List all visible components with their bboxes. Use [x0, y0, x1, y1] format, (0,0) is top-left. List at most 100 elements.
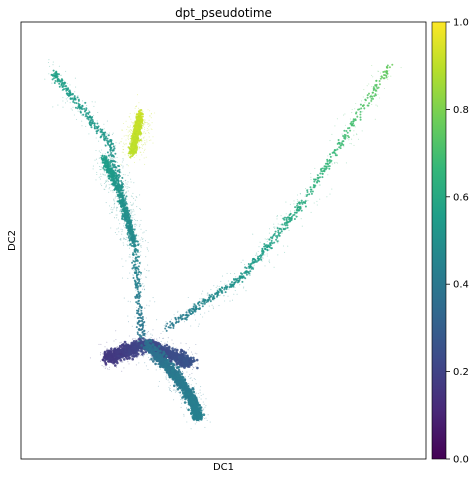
scatter-point [276, 240, 279, 243]
scatter-point [257, 259, 260, 262]
scatter-point [120, 194, 123, 197]
scatter-point [383, 77, 386, 80]
scatter-point [256, 255, 258, 257]
scatter-point [179, 391, 182, 394]
scatter-point [336, 142, 339, 145]
scatter-point [254, 259, 257, 262]
scatter-point [383, 87, 385, 90]
scatter-point [120, 141, 122, 143]
scatter-point [106, 368, 109, 370]
scatter-point [125, 225, 128, 228]
scatter-point [127, 125, 129, 128]
scatter-point [119, 223, 121, 225]
scatter-point [108, 368, 110, 371]
scatter-point [147, 264, 149, 266]
scatter-point [167, 326, 170, 329]
scatter-point [119, 342, 121, 344]
scatter-point [113, 198, 115, 200]
scatter-point [83, 110, 86, 113]
scatter-point [111, 152, 113, 154]
scatter-point [132, 239, 135, 242]
scatter-point [118, 231, 120, 233]
scatter-point [73, 95, 76, 98]
scatter-point [126, 187, 128, 190]
scatter-point [112, 158, 114, 160]
scatter-point [85, 115, 87, 118]
scatter-point [106, 176, 108, 179]
scatter-point [180, 342, 182, 344]
scatter-point [142, 283, 144, 285]
scatter-point [189, 374, 191, 376]
scatter-point [268, 260, 270, 263]
scatter-point [107, 177, 110, 180]
scatter-point [306, 189, 309, 192]
scatter-point [99, 178, 101, 180]
scatter-point [236, 281, 239, 284]
scatter-point [146, 269, 148, 272]
scatter-point [258, 246, 260, 248]
scatter-point [112, 156, 114, 158]
scatter-point [309, 186, 312, 189]
scatter-point [274, 226, 276, 228]
scatter-point [99, 360, 102, 362]
scatter-point [123, 221, 126, 223]
scatter-point [209, 300, 212, 303]
scatter-point [109, 164, 112, 167]
scatter-point [106, 180, 108, 182]
scatter-point [129, 209, 131, 211]
scatter-point [74, 97, 77, 100]
scatter-point [141, 331, 144, 334]
scatter-point [145, 156, 147, 158]
scatter-point [181, 317, 184, 320]
scatter-point [80, 114, 82, 116]
scatter-point [205, 301, 208, 304]
scatter-point [211, 304, 213, 306]
scatter-point [75, 86, 77, 88]
scatter-point [110, 227, 112, 229]
scatter-point [308, 188, 310, 191]
scatter-point [376, 105, 378, 107]
scatter-point [142, 110, 144, 113]
scatter-point [144, 119, 146, 121]
scatter-point [194, 378, 196, 381]
scatter-point [366, 104, 369, 107]
scatter-point [189, 308, 192, 311]
scatter-point [277, 242, 279, 244]
scatter-point [121, 176, 124, 179]
scatter-point [194, 304, 197, 307]
scatter-point [282, 245, 285, 247]
scatter-point [129, 301, 131, 303]
scatter-point [130, 195, 132, 197]
scatter-point [119, 208, 122, 210]
scatter-point [355, 102, 357, 105]
scatter-point [127, 244, 129, 246]
scatter-point [316, 179, 319, 182]
scatter-point [193, 310, 196, 313]
scatter-point [123, 238, 125, 240]
scatter-point [129, 222, 132, 225]
scatter-point [140, 312, 143, 315]
scatter-point [136, 94, 139, 96]
scatter-point [51, 82, 53, 84]
scatter-point [136, 296, 139, 299]
scatter-point [349, 118, 352, 120]
scatter-point [378, 80, 381, 82]
scatter-point [108, 140, 111, 143]
scatter-point [166, 374, 168, 376]
scatter-point [206, 419, 208, 422]
scatter-point [95, 179, 97, 181]
scatter-point [144, 121, 146, 124]
scatter-point [140, 245, 142, 247]
scatter-point [138, 148, 140, 150]
scatter-point [101, 185, 103, 187]
scatter-point [143, 151, 145, 153]
scatter-point [144, 362, 146, 364]
scatter-point [169, 324, 172, 327]
scatter-point [127, 321, 130, 323]
scatter-point [206, 294, 208, 296]
scatter-point [95, 137, 97, 139]
scatter-point [149, 110, 151, 112]
scatter-point [321, 172, 324, 175]
scatter-point [183, 413, 185, 415]
scatter-point [261, 249, 264, 252]
